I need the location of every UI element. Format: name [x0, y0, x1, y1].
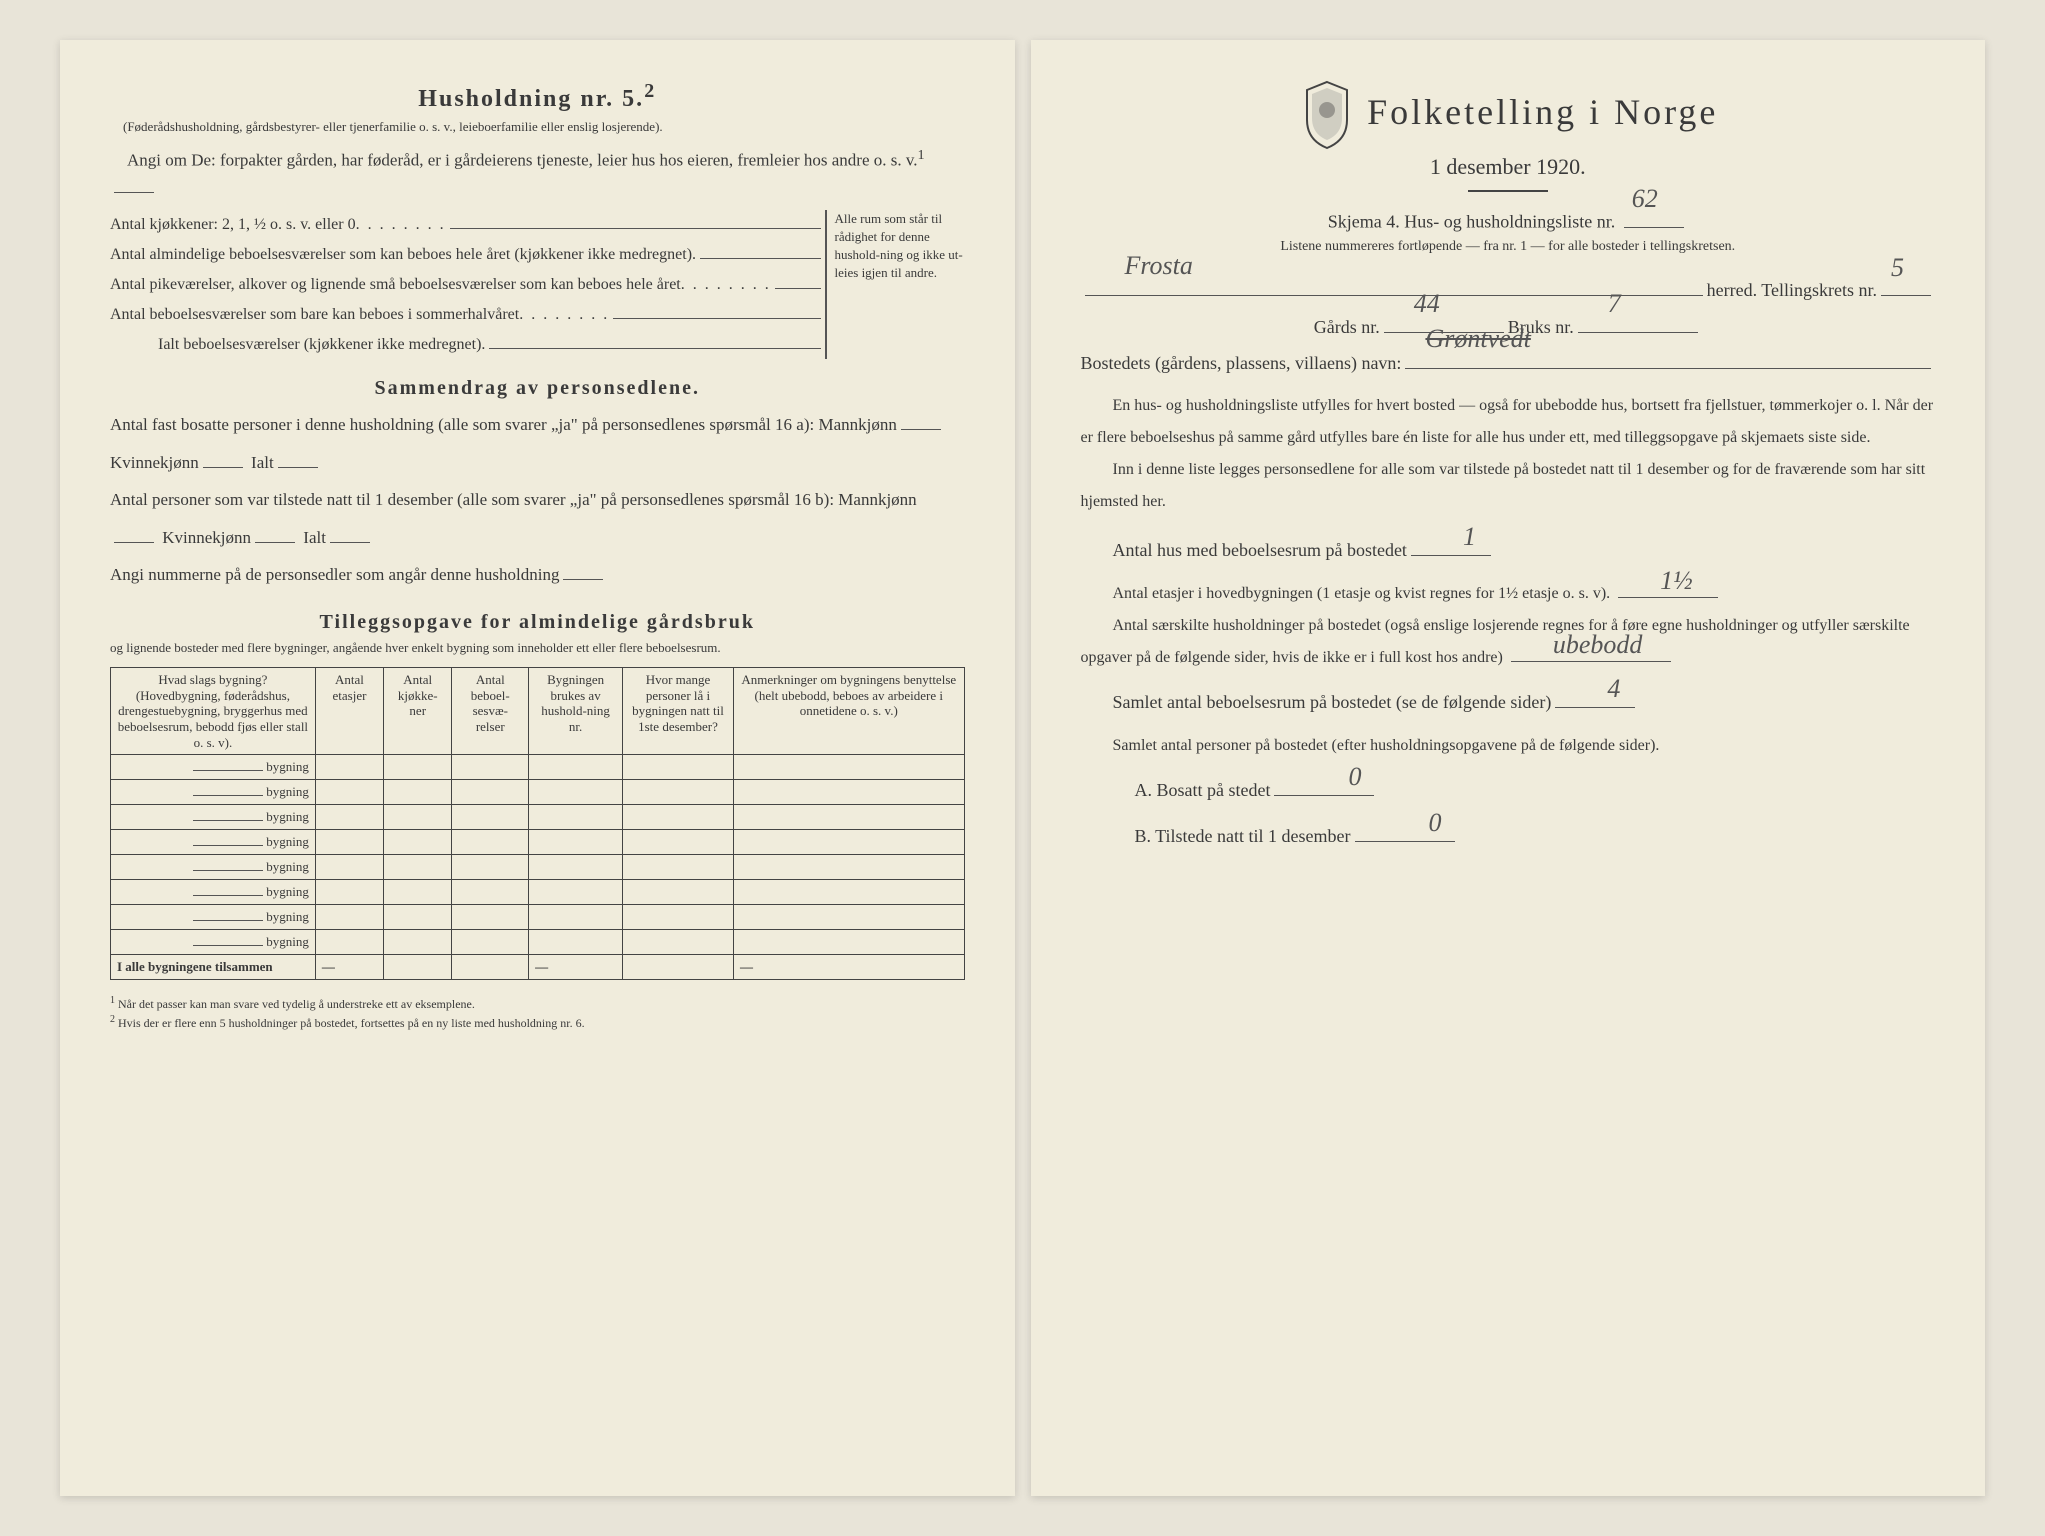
th-6: Anmerkninger om bygningens benyttelse (h… — [734, 668, 965, 755]
para-1: En hus- og husholdningsliste utfylles fo… — [1081, 390, 1936, 454]
gards-value: 44 — [1414, 289, 1440, 319]
subtitle-1: (Føderådshusholdning, gårdsbestyrer- ell… — [110, 119, 965, 136]
th-2: Antal kjøkke-ner — [384, 668, 452, 755]
th-3: Antal beboel-sesvæ-relser — [452, 668, 529, 755]
crest-icon — [1297, 80, 1357, 150]
q-pike: Antal pikeværelser, alkover og lignende … — [110, 270, 825, 300]
tellingskrets-value: 5 — [1891, 253, 1904, 283]
table-row: bygning — [111, 755, 965, 780]
main-title: Folketelling i Norge — [1367, 91, 1718, 133]
household-title: Husholdning nr. 5.2 — [110, 80, 965, 113]
q-etasjer-value: 1½ — [1628, 555, 1693, 607]
listene-note: Listene nummereres fortløpende — fra nr.… — [1081, 239, 1936, 255]
kitchen-questions-group: Antal kjøkkener: 2, 1, ½ o. s. v. eller … — [110, 210, 965, 360]
title-sup: 2 — [644, 80, 656, 102]
table-row: bygning — [111, 930, 965, 955]
th-5: Hvor mange personer lå i bygningen natt … — [623, 668, 734, 755]
q-a-value: 0 — [1294, 751, 1361, 803]
table-row: bygning — [111, 780, 965, 805]
questions-block: Antal hus med beboelsesrum på bostedet1 … — [1081, 532, 1936, 854]
skjema-nr-value: 62 — [1632, 184, 1658, 214]
table-row: bygning — [111, 905, 965, 930]
date: 1 desember 1920. — [1081, 154, 1936, 180]
q-hus-value: 1 — [1431, 511, 1476, 563]
sup1: 1 — [918, 147, 925, 163]
para-2: Inn i denne liste legges personsedlene f… — [1081, 454, 1936, 518]
footnote-2: Hvis der er flere enn 5 husholdninger på… — [118, 1016, 585, 1030]
household-title-text: Husholdning nr. 5. — [418, 86, 644, 112]
header-row: Folketelling i Norge — [1081, 80, 1936, 150]
tillegg-sub: og lignende bosteder med flere bygninger… — [110, 640, 965, 657]
th-4: Bygningen brukes av hushold-ning nr. — [529, 668, 623, 755]
bruks-value: 7 — [1608, 289, 1621, 319]
tillegg-title: Tilleggsopgave for almindelige gårdsbruk — [110, 611, 965, 634]
th-1: Antal etasjer — [315, 668, 383, 755]
q-total: Ialt beboelsesværelser (kjøkkener ikke m… — [110, 329, 825, 359]
skjema-line: Skjema 4. Hus- og husholdningsliste nr. … — [1081, 206, 1936, 233]
subtitle-2-text: Angi om De: forpakter gården, har føderå… — [127, 151, 918, 170]
q-sommer: Antal beboelsesværelser som bare kan beb… — [110, 299, 825, 329]
herred-line: Frosta herred. Tellingskrets nr. 5 — [1081, 275, 1936, 302]
q-alm: Antal almindelige beboelsesværelser som … — [110, 240, 825, 270]
table-sum-row: I alle bygningene tilsammen — — — — [111, 955, 965, 980]
left-page: Husholdning nr. 5.2 (Føderådshusholdning… — [60, 40, 1015, 1496]
footnotes: 1 Når det passer kan man svare ved tydel… — [110, 994, 965, 1032]
bosted-line: Bostedets (gårdens, plassens, villaens) … — [1081, 348, 1936, 375]
q-b-value: 0 — [1375, 797, 1442, 849]
divider — [1468, 190, 1548, 192]
table-row: bygning — [111, 805, 965, 830]
q-kjokken: Antal kjøkkener: 2, 1, ½ o. s. v. eller … — [110, 210, 825, 240]
q-samlet-rum-value: 4 — [1575, 663, 1620, 715]
right-page: Folketelling i Norge 1 desember 1920. Sk… — [1031, 40, 1986, 1496]
table-row: bygning — [111, 880, 965, 905]
footnote-1: Når det passer kan man svare ved tydelig… — [118, 997, 475, 1011]
table-header-row: Hvad slags bygning? (Hovedbygning, føder… — [111, 668, 965, 755]
table-row: bygning — [111, 855, 965, 880]
herred-value: Frosta — [1125, 251, 1193, 281]
bygning-table: Hvad slags bygning? (Hovedbygning, føder… — [110, 667, 965, 980]
sum-label: I alle bygningene tilsammen — [111, 955, 316, 980]
th-0: Hvad slags bygning? (Hovedbygning, føder… — [111, 668, 316, 755]
subtitle-2: Angi om De: forpakter gården, har føderå… — [110, 146, 965, 200]
sammendrag-title: Sammendrag av personsedlene. — [110, 377, 965, 400]
bosted-value: Grøntvedt — [1425, 324, 1530, 354]
sammendrag-body: Antal fast bosatte personer i denne hush… — [110, 406, 965, 593]
brace-note: Alle rum som står til rådighet for denne… — [825, 210, 965, 360]
table-row: bygning — [111, 830, 965, 855]
